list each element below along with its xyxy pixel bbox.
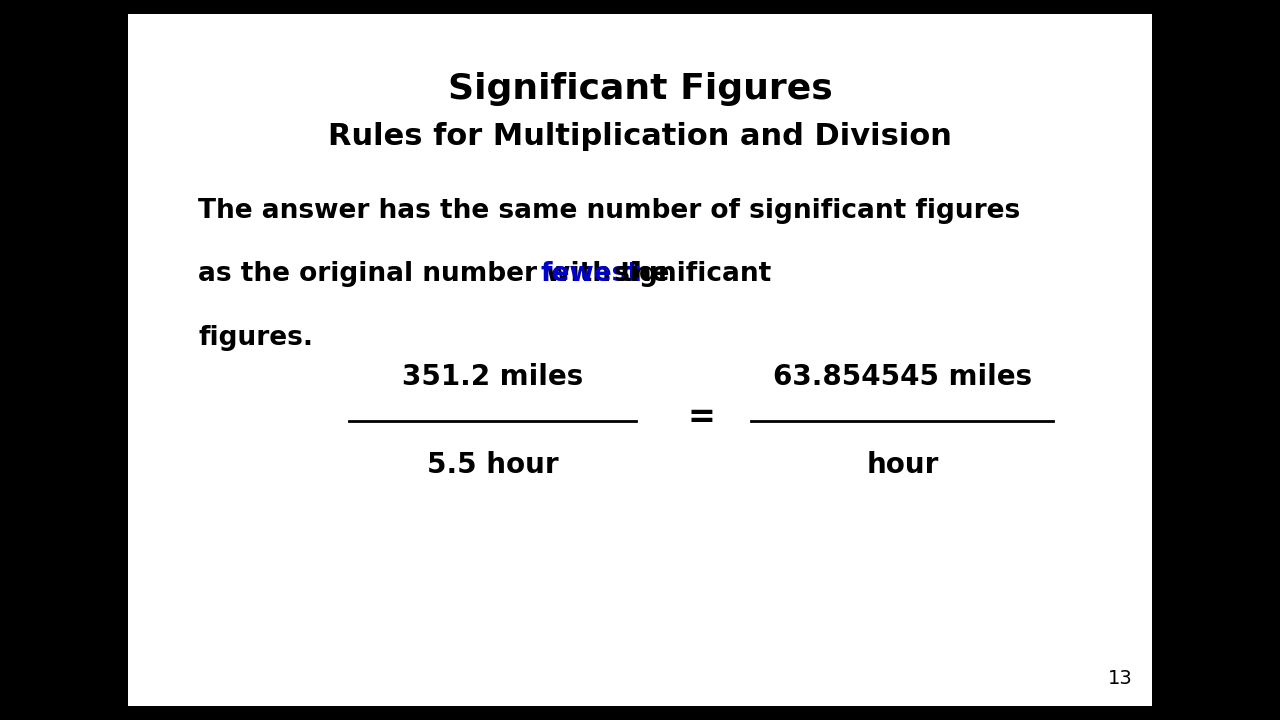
Text: Significant Figures: Significant Figures	[448, 72, 832, 106]
Text: figures.: figures.	[198, 325, 314, 351]
Text: Rules for Multiplication and Division: Rules for Multiplication and Division	[328, 122, 952, 151]
Text: 351.2 miles: 351.2 miles	[402, 363, 584, 391]
Text: =: =	[687, 401, 716, 434]
Text: 63.854545 miles: 63.854545 miles	[773, 363, 1032, 391]
Text: hour: hour	[867, 451, 938, 480]
Text: The answer has the same number of significant figures: The answer has the same number of signif…	[198, 198, 1020, 224]
Text: fewest: fewest	[540, 261, 640, 287]
Text: 5.5 hour: 5.5 hour	[428, 451, 558, 480]
Text: as the original number with the: as the original number with the	[198, 261, 678, 287]
Text: 13: 13	[1107, 669, 1133, 688]
Text: significant: significant	[604, 261, 771, 287]
Bar	[128, 14, 1152, 706]
